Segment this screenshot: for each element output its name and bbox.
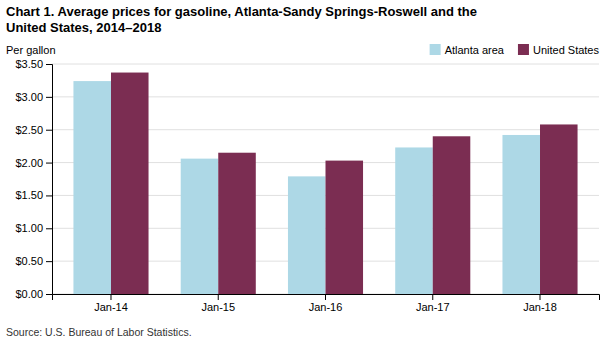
bar [433,136,471,294]
tick-mark [218,294,219,300]
tick-label: $3.00 [15,91,43,103]
tick-mark [46,294,52,295]
x-axis: Jan-14 Jan-15 Jan-16 Jan-17 Jan-18 [53,294,600,313]
tick: $3.50 [15,58,52,70]
tick-mark [46,195,52,196]
tick-mark [46,130,52,131]
bar [502,135,540,294]
tick-label: Jan-14 [94,301,128,313]
bar [111,73,149,294]
legend-label: United States [533,44,600,56]
tick-label: Jan-18 [523,301,557,313]
title: United States, 2014–2018 [6,20,161,35]
axis-line [46,65,53,295]
tick-label: Jan-15 [201,301,235,313]
series [111,73,578,294]
tick-label: $1.00 [15,222,43,234]
bar [73,81,111,294]
tick-mark [46,261,52,262]
legend-swatch [430,44,441,55]
bars [73,73,577,294]
legend-item: United States [518,44,600,56]
tick-mark [540,294,541,300]
tick: $3.00 [15,91,52,103]
axis-line [53,295,600,301]
tick: Jan-17 [416,294,450,313]
source: Source: U.S. Bureau of Labor Statistics. [6,326,192,338]
tick-mark [325,294,326,300]
axis-title: Per gallon [6,44,56,56]
bar [326,161,364,294]
bar [540,124,578,294]
y-axis: $0.00 $0.50 $1.00 $1.50 $2.00 $2.50 $3.00 $3.50 [15,58,52,300]
chart: Chart 1. Average prices for gasoline, At… [0,0,615,342]
title: Chart 1. Average prices for gasoline, At… [6,4,477,19]
tick-label: $0.50 [15,255,43,267]
bar [218,153,256,294]
tick: $1.50 [15,189,52,201]
tick-label: $3.50 [15,58,43,70]
legend-label: Atlanta area [445,44,505,56]
grid [52,64,599,294]
tick-label: $1.50 [15,189,43,201]
legend-swatch [518,44,529,55]
legend-item: Atlanta area [430,44,505,56]
tick: Jan-18 [523,294,557,313]
tick-label: $2.50 [15,124,43,136]
bar [288,176,326,294]
tick-mark [110,294,111,300]
bar [181,159,219,294]
tick: $2.00 [15,157,52,169]
tick: $0.00 [15,288,52,300]
tick-mark [432,294,433,300]
legend: Atlanta area United States [430,44,600,56]
tick-mark [46,228,52,229]
bar [395,147,433,294]
tick: Jan-14 [94,294,128,313]
tick-label: Jan-16 [309,301,343,313]
tick: $0.50 [15,255,52,267]
tick-label: $0.00 [15,288,43,300]
plot: $0.00 $0.50 $1.00 $1.50 $2.00 $2.50 $3.00 $3.50… [15,58,599,313]
tick: $2.50 [15,124,52,136]
tick: Jan-15 [201,294,235,313]
grid-line [52,64,599,65]
tick: Jan-16 [309,294,343,313]
tick-label: $2.00 [15,157,43,169]
tick-label: Jan-17 [416,301,450,313]
tick-mark [46,97,52,98]
tick-mark [46,163,52,164]
tick-mark [46,64,52,65]
tick: $1.00 [15,222,52,234]
